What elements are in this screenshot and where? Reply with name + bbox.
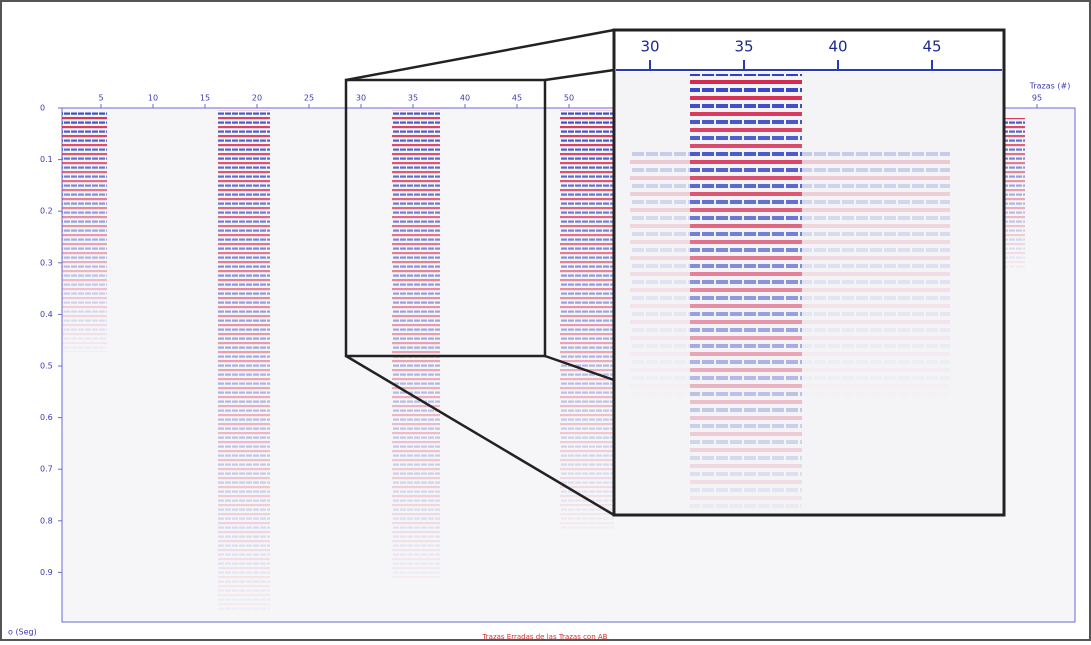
y-tick-label: 0.2 (40, 207, 53, 216)
y-tick-label: 0.9 (40, 568, 53, 577)
y-tick-label: 0 (40, 104, 45, 113)
inset-x-tick-label: 40 (828, 38, 847, 56)
y-tick-label: 0.5 (40, 362, 53, 371)
y-tick-label: 0.1 (40, 155, 53, 164)
seismic-traces (62, 110, 1025, 610)
x-tick-label: 40 (460, 94, 470, 103)
x-tick-label: 5 (98, 94, 103, 103)
x-tick-label: 50 (564, 94, 574, 103)
x-tick-label: 10 (148, 94, 158, 103)
inset-noise (630, 150, 950, 400)
x-tick-label: 95 (1032, 94, 1042, 103)
y-tick-label: 0.3 (40, 258, 53, 267)
inset-x-tick-label: 35 (734, 38, 753, 56)
y-tick-label: 0.4 (40, 310, 53, 319)
x-axis-label: Trazas (#) (1029, 82, 1071, 91)
zoom-indicator (344, 28, 615, 517)
x-tick-label: 20 (252, 94, 262, 103)
y-tick-label: 0.8 (40, 516, 53, 525)
x-tick-label: 30 (356, 94, 366, 103)
y-axis-label: o (Seg) (8, 628, 37, 637)
x-tick-label: 15 (200, 94, 210, 103)
x-tick-label: 45 (512, 94, 522, 103)
caption: Trazas Erradas de las Trazas con AB (482, 633, 608, 641)
x-tick-label: 35 (408, 94, 418, 103)
y-tick-label: 0.7 (40, 465, 53, 474)
x-tick-label: 25 (304, 94, 314, 103)
inset-x-tick-label: 30 (640, 38, 659, 56)
inset-x-tick-label: 45 (922, 38, 941, 56)
y-tick-label: 0.6 (40, 413, 53, 422)
